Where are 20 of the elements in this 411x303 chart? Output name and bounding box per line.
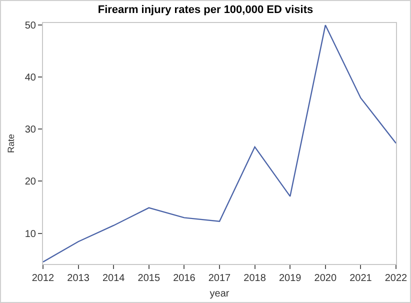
x-tick-label: 2022	[384, 273, 408, 284]
y-axis-title: Rate	[6, 134, 16, 154]
x-tick-label: 2021	[350, 273, 372, 284]
x-tick-label: 2014	[102, 273, 126, 284]
line-series	[43, 24, 396, 263]
x-tick-label: 2017	[208, 273, 232, 284]
x-tick-label: 2016	[173, 273, 196, 284]
x-tick-label: 2019	[278, 273, 302, 284]
x-tick-label: 2018	[244, 273, 266, 284]
y-tick-label: 10	[24, 228, 36, 240]
x-tick-label: 2013	[67, 273, 90, 284]
y-tick-label: 20	[24, 176, 36, 188]
x-tick-label: 2015	[138, 273, 160, 284]
x-axis-title: year	[210, 288, 230, 300]
y-tick-label: 40	[24, 72, 36, 84]
y-tick-label: 30	[24, 124, 36, 136]
x-tick-label: 2012	[32, 273, 55, 284]
chart-title: Firearm injury rates per 100,000 ED visits	[98, 4, 314, 16]
x-tick-label: 2020	[314, 273, 337, 284]
y-tick-label: 50	[24, 20, 36, 32]
